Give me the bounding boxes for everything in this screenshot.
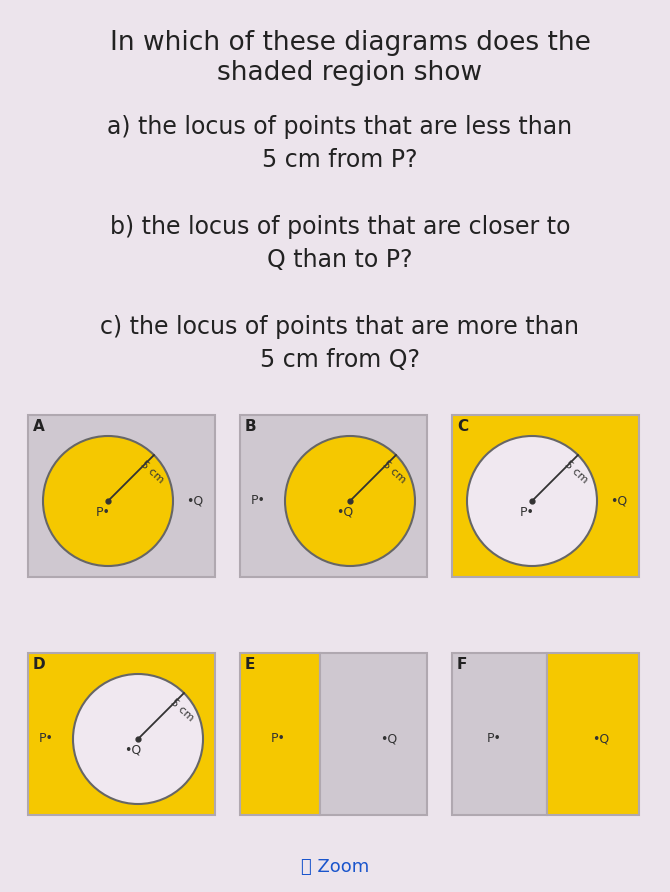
- Text: D: D: [33, 657, 46, 672]
- Text: •Q: •Q: [592, 732, 610, 746]
- Text: b) the locus of points that are closer to: b) the locus of points that are closer t…: [110, 215, 570, 239]
- Text: E: E: [245, 657, 255, 672]
- Text: C: C: [457, 419, 468, 434]
- Text: •Q: •Q: [125, 744, 141, 756]
- Text: 5 cm: 5 cm: [381, 459, 407, 485]
- Text: 5 cm: 5 cm: [563, 459, 590, 485]
- Bar: [320, 653, 427, 815]
- Text: P•: P•: [251, 494, 265, 508]
- Text: •Q: •Q: [381, 732, 397, 746]
- Text: P•: P•: [519, 506, 535, 518]
- Text: 5 cm from P?: 5 cm from P?: [262, 148, 418, 172]
- Circle shape: [285, 436, 415, 566]
- Text: 5 cm from Q?: 5 cm from Q?: [260, 348, 420, 372]
- Text: c) the locus of points that are more than: c) the locus of points that are more tha…: [100, 315, 580, 339]
- Bar: [28, 415, 215, 577]
- Bar: [452, 415, 639, 577]
- Circle shape: [73, 674, 203, 804]
- Bar: [28, 653, 215, 815]
- Text: •Q: •Q: [336, 506, 354, 518]
- Text: P•: P•: [486, 732, 501, 746]
- Text: P•: P•: [96, 506, 111, 518]
- Text: A: A: [33, 419, 45, 434]
- Text: P•: P•: [39, 732, 54, 746]
- Text: 5 cm: 5 cm: [169, 698, 196, 723]
- Text: F: F: [457, 657, 468, 672]
- Circle shape: [43, 436, 173, 566]
- Text: ⌕ Zoom: ⌕ Zoom: [301, 858, 369, 876]
- Bar: [240, 653, 320, 815]
- Text: B: B: [245, 419, 257, 434]
- Bar: [452, 653, 547, 815]
- Circle shape: [467, 436, 597, 566]
- Text: •Q: •Q: [610, 494, 628, 508]
- Text: a) the locus of points that are less than: a) the locus of points that are less tha…: [107, 115, 573, 139]
- Text: Q than to P?: Q than to P?: [267, 248, 413, 272]
- Bar: [240, 415, 427, 577]
- Text: 5 cm: 5 cm: [139, 459, 165, 485]
- Text: •Q: •Q: [186, 494, 204, 508]
- Text: P•: P•: [271, 732, 285, 746]
- Bar: [547, 653, 639, 815]
- Text: In which of these diagrams does the: In which of these diagrams does the: [110, 30, 590, 56]
- Text: shaded region show: shaded region show: [218, 60, 482, 86]
